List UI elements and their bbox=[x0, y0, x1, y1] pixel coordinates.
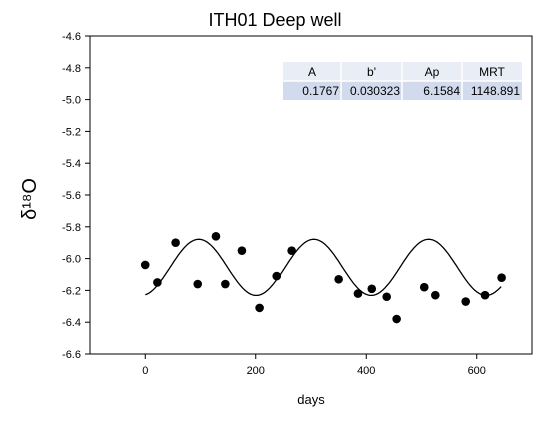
data-point bbox=[431, 290, 440, 300]
y-tick-label: -6.4 bbox=[62, 317, 81, 329]
data-point bbox=[221, 279, 230, 289]
data-point bbox=[392, 314, 401, 324]
data-point bbox=[140, 260, 150, 270]
y-tick-label: -6.2 bbox=[62, 285, 81, 297]
y-tick-label: -4.8 bbox=[62, 63, 81, 75]
data-point bbox=[171, 238, 180, 247]
data-point bbox=[353, 289, 363, 298]
data-points-layer bbox=[140, 232, 506, 324]
y-tick-label: -5.4 bbox=[62, 158, 81, 170]
data-point bbox=[382, 292, 391, 302]
data-point bbox=[255, 303, 264, 313]
data-point bbox=[237, 246, 247, 255]
data-point bbox=[287, 246, 296, 255]
data-point bbox=[480, 290, 490, 300]
y-tick-label: -5.0 bbox=[62, 95, 81, 107]
table-header-cell: Ap bbox=[425, 65, 440, 79]
y-tick-label: -5.6 bbox=[62, 190, 81, 202]
x-tick-label: 200 bbox=[247, 365, 265, 377]
fit-curve-line bbox=[145, 238, 502, 297]
table-value-cell: 0.1767 bbox=[302, 84, 339, 98]
y-tick-label: -5.8 bbox=[62, 222, 81, 234]
y-tick-label: -6.6 bbox=[62, 349, 81, 361]
y-tick-label: -4.6 bbox=[62, 31, 81, 43]
x-axis-label: days bbox=[297, 392, 325, 407]
table-header-cell: b' bbox=[367, 65, 376, 79]
y-tick-label: -5.2 bbox=[62, 126, 81, 138]
parameter-table: A 0.1767 b' 0.030323 Ap 6.1584 MRT 1148.891 bbox=[283, 62, 522, 100]
x-tick-label: 600 bbox=[468, 365, 486, 377]
data-point bbox=[419, 282, 429, 292]
data-point bbox=[211, 232, 221, 241]
table-value-cell: 0.030323 bbox=[350, 84, 400, 98]
data-point bbox=[367, 284, 377, 294]
y-tick-label: -6.0 bbox=[62, 254, 81, 266]
x-tick-label: 0 bbox=[142, 365, 148, 377]
chart-title: ITH01 Deep well bbox=[208, 10, 341, 30]
data-point bbox=[497, 273, 506, 282]
x-axis-ticks: 0 200 400 600 bbox=[142, 354, 486, 377]
data-point bbox=[153, 278, 162, 287]
x-tick-label: 400 bbox=[357, 365, 375, 377]
data-point bbox=[461, 297, 471, 306]
y-axis-label: δ¹⁸O bbox=[19, 178, 41, 220]
data-point bbox=[272, 271, 282, 281]
y-axis-label-group: δ¹⁸O bbox=[19, 178, 41, 220]
table-value-cell: 6.1584 bbox=[423, 84, 460, 98]
fit-curve-layer bbox=[145, 238, 502, 297]
data-point bbox=[334, 274, 343, 284]
table-value-cell: 1148.891 bbox=[471, 84, 520, 98]
table-header-cell: A bbox=[308, 65, 316, 79]
data-point bbox=[193, 279, 203, 289]
y-axis-ticks: -4.6 -4.8 -5.0 -5.2 -5.4 -5.6 -5.8 -6.0 -6.2 -6.4… bbox=[62, 31, 90, 361]
table-header-cell: MRT bbox=[479, 65, 505, 79]
